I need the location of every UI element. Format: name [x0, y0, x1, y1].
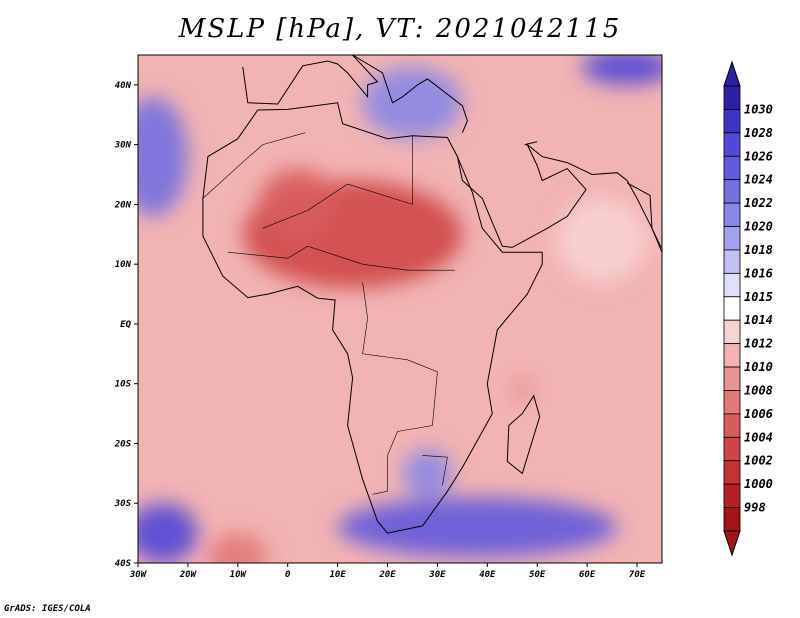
colorbar-bin	[723, 85, 741, 110]
x-tick-label: 70E	[629, 570, 646, 580]
colorbar: 1030 1028 1026 1024 1022 1020 1018 1016 1015 1014…	[723, 60, 773, 557]
colorbar-label: 1028	[744, 126, 773, 140]
colorbar-label: 1020	[744, 220, 773, 234]
border-line	[227, 245, 455, 271]
colorbar-bin	[723, 132, 741, 157]
colorbar-bin	[723, 413, 741, 438]
x-tick-label: 20W	[179, 570, 198, 580]
colorbar-bin	[723, 390, 741, 415]
field-south-atlantic-high	[138, 503, 198, 563]
colorbar-label: 1002	[744, 454, 773, 468]
field-west-sahel-low	[257, 168, 338, 241]
border-line	[262, 135, 413, 229]
field-south-atlantic-low	[207, 533, 268, 563]
y-tick-label: 10N	[115, 260, 132, 270]
x-tick-label: 40E	[479, 570, 496, 580]
colorbar-top-arrow	[723, 60, 741, 87]
madagascar-coast	[506, 394, 541, 475]
colorbar-label: 1004	[744, 430, 773, 444]
x-tick-label: 30E	[428, 570, 446, 580]
y-tick-label: 10S	[115, 380, 132, 390]
chart-title: MSLP [hPa], VT: 2021042115	[178, 14, 622, 44]
colorbar-label: 1010	[744, 360, 773, 374]
field-southern-ocean-high	[337, 497, 618, 558]
colorbar-label: 1000	[744, 477, 773, 491]
x-tick-label: 20E	[378, 570, 396, 580]
field-cyclone-low	[517, 383, 528, 396]
field-arabian-sea-weak-high	[557, 198, 648, 283]
colorbar-bin	[723, 179, 741, 204]
field-mediterranean-high	[362, 66, 463, 139]
colorbar-bin	[723, 436, 741, 462]
x-tick-label: 60E	[579, 570, 596, 580]
colorbar-bin	[723, 507, 741, 532]
coastlines	[202, 55, 662, 534]
arabia-coast	[456, 141, 587, 248]
colorbar-label: 1012	[744, 337, 773, 351]
colorbar-label: 1022	[744, 196, 773, 210]
x-tick-label: 50E	[529, 570, 546, 580]
y-tick-label: 30S	[114, 499, 132, 509]
border-line	[362, 282, 438, 495]
plot-frame	[137, 54, 663, 564]
x-tick-label: 0	[285, 570, 291, 580]
colorbar-label: 1030	[744, 102, 773, 116]
field-northeast-high	[582, 55, 662, 85]
y-tick-label: 40S	[115, 559, 132, 569]
border-line	[422, 455, 448, 486]
colorbar-bin	[723, 483, 741, 508]
colorbar-bin	[723, 272, 741, 298]
x-axis: 30W 20W 10W 0 10E 20E 30E 40E 50E 60E 70E	[129, 563, 646, 580]
x-tick-label: 10W	[230, 570, 248, 580]
colorbar-label: 998	[744, 501, 766, 515]
colorbar-bin	[723, 249, 741, 274]
border-line	[202, 132, 306, 199]
field-atlantic-high	[138, 96, 188, 217]
colorbar-label: 1015	[744, 290, 773, 304]
colorbar-label: 1018	[744, 243, 773, 257]
colorbar-bin	[723, 296, 741, 321]
colorbar-label: 1024	[744, 173, 773, 187]
y-tick-label: EQ	[120, 320, 131, 330]
colorbar-bin	[723, 460, 741, 485]
colorbar-bottom-arrow	[723, 530, 741, 557]
europe-coast	[242, 55, 468, 133]
x-tick-label: 10E	[329, 570, 346, 580]
colorbar-label: 1026	[744, 149, 773, 163]
x-tick-label: 30W	[129, 570, 148, 580]
y-tick-label: 20S	[114, 439, 132, 449]
y-axis: 40N 30N 20N 10N EQ 10S 20S 30S 40S	[114, 81, 138, 569]
colorbar-label: 1006	[744, 407, 773, 421]
colorbar-label: 1016	[744, 266, 773, 280]
colorbar-bin	[723, 319, 741, 345]
y-tick-label: 20N	[114, 200, 132, 210]
iran-coast	[526, 144, 662, 253]
pressure-field	[138, 55, 662, 563]
africa-coast	[202, 102, 543, 534]
colorbar-bin	[723, 155, 741, 181]
colorbar-bin	[723, 366, 741, 391]
colorbar-label: 1014	[744, 313, 773, 327]
y-tick-label: 40N	[115, 81, 132, 91]
colorbar-bin	[723, 202, 741, 227]
grads-credit: GrADS: IGES/COLA	[4, 604, 91, 614]
colorbar-bin	[723, 343, 741, 368]
colorbar-label: 1008	[744, 383, 773, 397]
y-tick-label: 30N	[114, 141, 132, 151]
field-south-africa-high	[402, 449, 453, 498]
india-coast	[626, 182, 662, 248]
colorbar-bin	[723, 109, 741, 134]
field-background	[138, 55, 662, 563]
colorbar-bin	[723, 226, 741, 251]
